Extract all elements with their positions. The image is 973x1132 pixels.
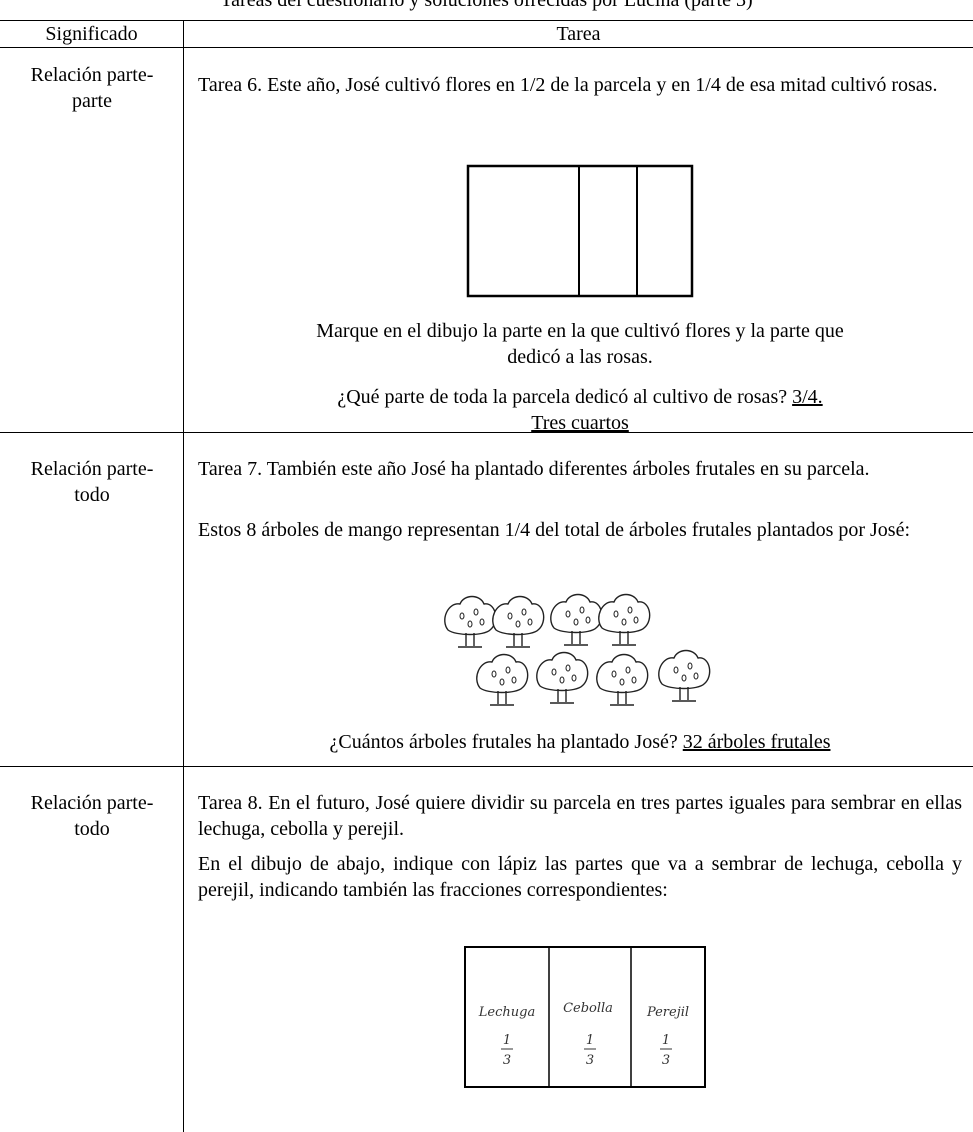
meaning-cell: Relación parte-todo (30, 792, 154, 840)
table-caption: Tareas del cuestionario y soluciones ofr… (220, 0, 753, 11)
instruction: Marque en el dibujo la parte en la que c… (316, 320, 844, 368)
tree (550, 593, 603, 646)
answer: 3/4. (792, 386, 823, 408)
instruction: En el dibujo de abajo, indique con lápiz… (198, 853, 962, 901)
rule (0, 766, 973, 767)
question: ¿Qué parte de toda la parcela dedicó al … (330, 384, 830, 436)
handwritten-numerator: 1 (662, 1033, 670, 1048)
header-cell: Tarea (556, 23, 601, 45)
handwritten-label: Perejil (646, 1005, 689, 1020)
tree (596, 653, 649, 706)
plot-drawing: Lechuga 1 3 Cebolla 1 3 Perejil 1 3 (464, 946, 706, 1088)
rule (0, 47, 973, 48)
tree (536, 651, 589, 704)
tree (598, 593, 651, 646)
meaning-cell: Relación parte-parte (30, 64, 154, 112)
trees-drawing (444, 593, 711, 706)
meaning-cell: Relación parte-todo (30, 458, 154, 506)
tree (444, 595, 497, 648)
handwritten-denominator: 3 (503, 1053, 511, 1068)
answer: 32 árboles frutales (682, 731, 831, 753)
plot-drawing (466, 164, 694, 298)
tree (658, 649, 711, 702)
handwritten-label: Lechuga (478, 1005, 535, 1020)
tree (476, 653, 529, 706)
plot-outline (464, 946, 706, 1088)
handwritten-numerator: 1 (586, 1033, 594, 1048)
question-text: ¿Cuántos árboles frutales ha plantado Jo… (329, 731, 678, 753)
handwritten-numerator: 1 (503, 1033, 511, 1048)
column-rule (183, 20, 184, 1132)
statement: Tarea 8. En el futuro, José quiere divid… (198, 792, 962, 840)
tree (492, 595, 545, 648)
statement: Tarea 6. Este año, José cultivó flores e… (198, 74, 938, 96)
handwritten-denominator: 3 (662, 1053, 670, 1068)
question-text: ¿Qué parte de toda la parcela dedicó al … (337, 386, 788, 408)
header-cell: Significado (45, 23, 138, 45)
rule (0, 20, 973, 21)
question: ¿Cuántos árboles frutales ha plantado Jo… (198, 729, 962, 755)
instruction: Estos 8 árboles de mango representan 1/4… (198, 519, 911, 541)
handwritten-label: Cebolla (563, 1001, 613, 1016)
handwritten-denominator: 3 (586, 1053, 594, 1068)
answer: Tres cuartos (531, 412, 629, 434)
statement: Tarea 7. También este año José ha planta… (198, 458, 870, 480)
rule (0, 432, 973, 433)
